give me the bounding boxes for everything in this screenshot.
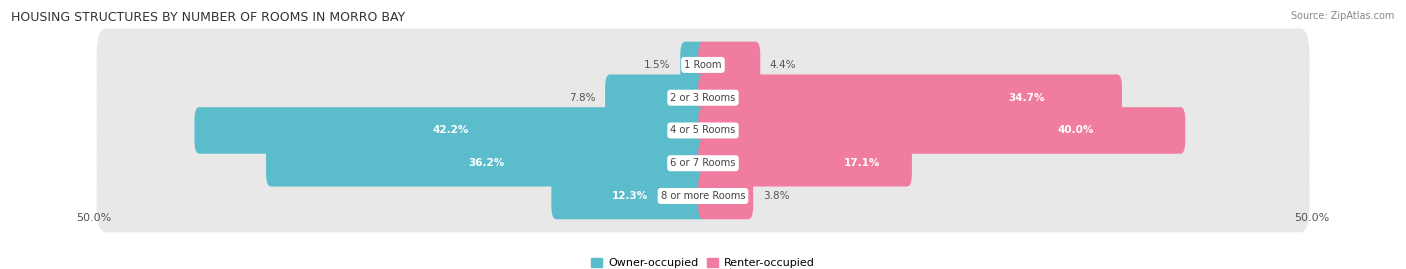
Text: 3.8%: 3.8% bbox=[762, 191, 789, 201]
Text: 34.7%: 34.7% bbox=[1008, 93, 1045, 103]
FancyBboxPatch shape bbox=[97, 29, 1309, 101]
Text: 4.4%: 4.4% bbox=[770, 60, 796, 70]
Text: 40.0%: 40.0% bbox=[1057, 125, 1094, 136]
FancyBboxPatch shape bbox=[97, 160, 1309, 232]
Text: 8 or more Rooms: 8 or more Rooms bbox=[661, 191, 745, 201]
Text: HOUSING STRUCTURES BY NUMBER OF ROOMS IN MORRO BAY: HOUSING STRUCTURES BY NUMBER OF ROOMS IN… bbox=[11, 11, 405, 24]
FancyBboxPatch shape bbox=[551, 173, 707, 219]
Text: 2 or 3 Rooms: 2 or 3 Rooms bbox=[671, 93, 735, 103]
FancyBboxPatch shape bbox=[194, 107, 707, 154]
FancyBboxPatch shape bbox=[97, 61, 1309, 134]
FancyBboxPatch shape bbox=[266, 140, 707, 186]
Text: 4 or 5 Rooms: 4 or 5 Rooms bbox=[671, 125, 735, 136]
FancyBboxPatch shape bbox=[699, 42, 761, 88]
Text: 50.0%: 50.0% bbox=[76, 213, 111, 223]
Text: 7.8%: 7.8% bbox=[569, 93, 596, 103]
Legend: Owner-occupied, Renter-occupied: Owner-occupied, Renter-occupied bbox=[586, 253, 820, 269]
FancyBboxPatch shape bbox=[699, 107, 1185, 154]
FancyBboxPatch shape bbox=[699, 173, 754, 219]
Text: Source: ZipAtlas.com: Source: ZipAtlas.com bbox=[1291, 11, 1395, 21]
FancyBboxPatch shape bbox=[605, 75, 707, 121]
Text: 50.0%: 50.0% bbox=[1295, 213, 1330, 223]
Text: 12.3%: 12.3% bbox=[612, 191, 648, 201]
FancyBboxPatch shape bbox=[681, 42, 707, 88]
FancyBboxPatch shape bbox=[699, 140, 912, 186]
Text: 1 Room: 1 Room bbox=[685, 60, 721, 70]
FancyBboxPatch shape bbox=[97, 94, 1309, 167]
Text: 36.2%: 36.2% bbox=[468, 158, 505, 168]
Text: 17.1%: 17.1% bbox=[844, 158, 880, 168]
Text: 1.5%: 1.5% bbox=[644, 60, 671, 70]
Text: 42.2%: 42.2% bbox=[433, 125, 470, 136]
Text: 6 or 7 Rooms: 6 or 7 Rooms bbox=[671, 158, 735, 168]
FancyBboxPatch shape bbox=[97, 127, 1309, 200]
FancyBboxPatch shape bbox=[699, 75, 1122, 121]
